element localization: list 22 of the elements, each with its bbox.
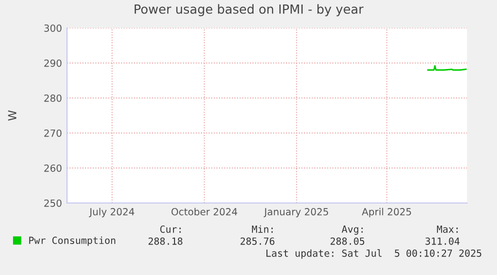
text: 288.18 <box>148 237 182 245</box>
y-tick-label: 270 <box>44 129 62 137</box>
y-tick-label: 250 <box>44 199 62 207</box>
text: Avg: <box>342 226 363 235</box>
y-tick-label: 260 <box>44 164 62 172</box>
y-tick-label: 280 <box>44 94 62 102</box>
text: 311.04 <box>426 237 460 245</box>
chart-title: Power usage based on IPMI - by year <box>134 4 364 16</box>
y-axis-title: W <box>8 110 16 121</box>
x-tick-label: July 2024 <box>88 208 134 218</box>
legend-label: Pwr Consumption <box>29 236 116 246</box>
y-tick-label: 290 <box>44 59 62 67</box>
x-tick-label: October 2024 <box>172 208 238 216</box>
text: 288.05 <box>330 237 364 245</box>
text: Max: <box>436 226 458 233</box>
text: Cur: <box>160 225 181 233</box>
x-tick-label: April 2025 <box>362 208 411 218</box>
text: Last update: Sat Jul 5 00:10:27 2025 <box>266 249 482 259</box>
text: Min: <box>252 225 273 233</box>
text: 285.76 <box>240 237 274 245</box>
x-tick-label: January 2025 <box>264 208 328 218</box>
y-tick-label: 300 <box>44 24 62 32</box>
